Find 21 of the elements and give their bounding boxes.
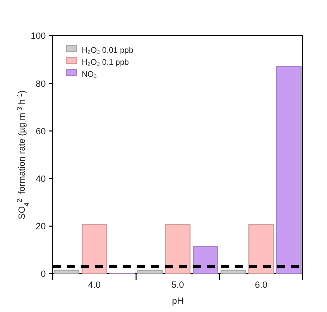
y-tick-label: 0 xyxy=(40,269,46,280)
y-tick-label: 80 xyxy=(36,78,46,89)
bar xyxy=(138,270,163,274)
x-tick-label: 6.0 xyxy=(255,280,268,290)
x-tick-label: 5.0 xyxy=(172,280,184,290)
legend-label: H₂O₂ 0.1 ppb xyxy=(82,58,130,67)
bar xyxy=(82,224,108,274)
bar xyxy=(165,224,191,274)
bar xyxy=(220,270,246,274)
bar xyxy=(248,224,274,274)
bar xyxy=(276,66,302,274)
legend-label: H₂O₂ 0.01 ppb xyxy=(82,46,134,55)
bar xyxy=(193,246,218,274)
y-tick-label: 20 xyxy=(36,222,46,232)
y-tick-label: 60 xyxy=(36,126,46,136)
x-tick-label: 4.0 xyxy=(88,280,101,290)
legend-label: NO₂ xyxy=(82,70,98,79)
bar xyxy=(54,270,80,274)
y-tick-label: 40 xyxy=(36,174,46,184)
y-tick-label: 100 xyxy=(30,31,46,42)
x-axis-title: pH xyxy=(172,296,184,306)
